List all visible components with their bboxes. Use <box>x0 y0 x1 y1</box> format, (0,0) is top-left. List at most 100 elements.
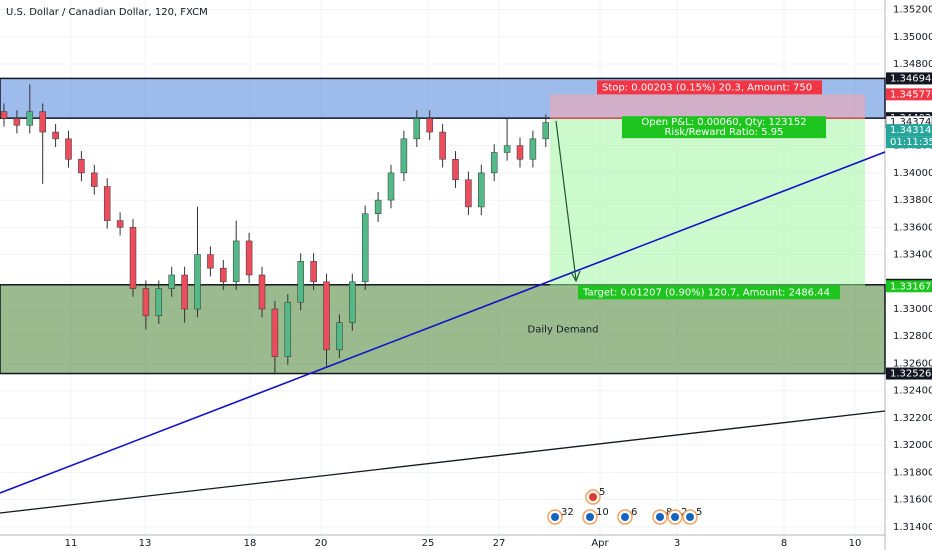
y-tick-label: 1.33000 <box>893 304 932 315</box>
price-tag-label: 1.34577 <box>890 89 931 100</box>
y-tick-label: 1.31600 <box>893 495 932 506</box>
candle-body <box>142 288 150 317</box>
event-flag <box>656 513 664 521</box>
candle-body <box>13 118 21 126</box>
countdown-bg <box>886 136 932 149</box>
y-tick-label: 1.32400 <box>893 386 932 397</box>
candle-body <box>516 145 524 160</box>
pnl-label-bg <box>622 116 826 139</box>
candle-body <box>207 254 214 269</box>
candle-body <box>91 172 98 187</box>
price-tag-label: 1.33167 <box>890 281 931 292</box>
trend-line <box>0 151 886 494</box>
candle-body <box>0 111 8 119</box>
price-tag <box>886 280 932 293</box>
y-tick-label: 1.32800 <box>893 331 932 342</box>
candle-body <box>465 179 472 208</box>
event-flag <box>589 493 597 501</box>
rr-label: Risk/Reward Ratio: 5.95 <box>664 127 783 138</box>
y-tick-label: 1.33800 <box>893 195 932 206</box>
event-flag <box>671 513 679 521</box>
candle-body <box>336 322 343 351</box>
y-tick-label: 1.34000 <box>893 168 932 179</box>
y-tick-label: 1.33600 <box>893 222 932 233</box>
candle-body <box>310 261 317 283</box>
y-tick-label: 1.31400 <box>893 522 932 533</box>
price-tag-label: 1.34314 <box>890 125 931 136</box>
arrow-head <box>570 270 581 283</box>
trend-line <box>0 410 886 514</box>
candle-body <box>400 138 408 174</box>
x-tick-label: 25 <box>422 538 435 549</box>
candle-body <box>116 220 124 228</box>
x-tick-label: 20 <box>315 538 328 549</box>
candle-body <box>232 240 240 283</box>
target-label: Target: 0.01207 (0.90%) 120.7, Amount: 2… <box>582 287 830 298</box>
candle-body <box>39 111 46 133</box>
y-tick-label: 1.32200 <box>893 413 932 424</box>
candle-body <box>349 281 356 323</box>
chart-title: U.S. Dollar / Canadian Dollar, 120, FXCM <box>6 7 208 18</box>
candle-body <box>194 254 201 310</box>
stop-label: Stop: 0.00203 (0.15%) 20.3, Amount: 750 <box>602 82 812 93</box>
event-flag <box>586 513 594 521</box>
price-tag-label: 1.34694 <box>890 73 931 84</box>
y-tick-label: 1.35000 <box>893 32 932 43</box>
candle-body <box>52 131 59 140</box>
candle-body <box>297 261 304 303</box>
x-tick-label: 10 <box>849 538 862 549</box>
candle-body <box>245 240 253 276</box>
candle-body <box>439 131 446 160</box>
event-flag <box>686 513 694 521</box>
candle-body <box>452 159 459 180</box>
candle-body <box>65 138 72 160</box>
x-tick-label: 27 <box>493 538 506 549</box>
candle-body <box>271 308 279 357</box>
price-tag <box>886 72 932 85</box>
price-tag-label: 1.32526 <box>890 369 931 380</box>
event-count: 5 <box>696 507 702 518</box>
candle-body <box>323 281 330 351</box>
candle-body <box>168 274 175 289</box>
y-tick-label: 1.35200 <box>893 5 932 16</box>
candle-body <box>413 118 421 140</box>
candle-body <box>26 111 34 126</box>
x-tick-label: 11 <box>65 538 78 549</box>
price-tag <box>886 124 932 137</box>
y-tick-label: 1.32000 <box>893 440 932 451</box>
price-tag <box>886 88 932 101</box>
target-label-bg <box>578 285 840 300</box>
stop-label-bg <box>597 80 822 95</box>
candle-body <box>258 274 266 310</box>
x-tick-label: 8 <box>781 538 787 549</box>
event-flag <box>621 513 629 521</box>
candle-body <box>155 288 163 317</box>
event-flag <box>551 513 559 521</box>
target-zone <box>550 118 865 287</box>
x-tick-label: 13 <box>139 538 152 549</box>
candle-body <box>220 267 227 283</box>
candle-body <box>284 301 292 357</box>
event-count: 10 <box>596 507 609 518</box>
candle-body <box>78 159 85 174</box>
y-tick-label: 1.34800 <box>893 59 932 70</box>
x-tick-label: Apr <box>591 538 609 549</box>
candle-body <box>129 227 137 289</box>
y-tick-label: 1.32600 <box>893 358 932 369</box>
event-count: 32 <box>561 507 574 518</box>
stop-zone <box>550 94 865 119</box>
candle-body <box>374 199 382 214</box>
y-tick-label: 1.31800 <box>893 467 932 478</box>
candle-body <box>490 152 498 174</box>
candle-body <box>387 172 395 201</box>
candle-body <box>529 138 537 160</box>
price-tag <box>886 367 932 380</box>
event-count: 6 <box>631 507 637 518</box>
event-count: 5 <box>599 487 605 498</box>
candle-body <box>426 118 433 133</box>
candle-body <box>181 274 188 310</box>
candle-body <box>361 213 369 283</box>
x-tick-label: 3 <box>674 538 680 549</box>
candle-body <box>503 145 511 153</box>
